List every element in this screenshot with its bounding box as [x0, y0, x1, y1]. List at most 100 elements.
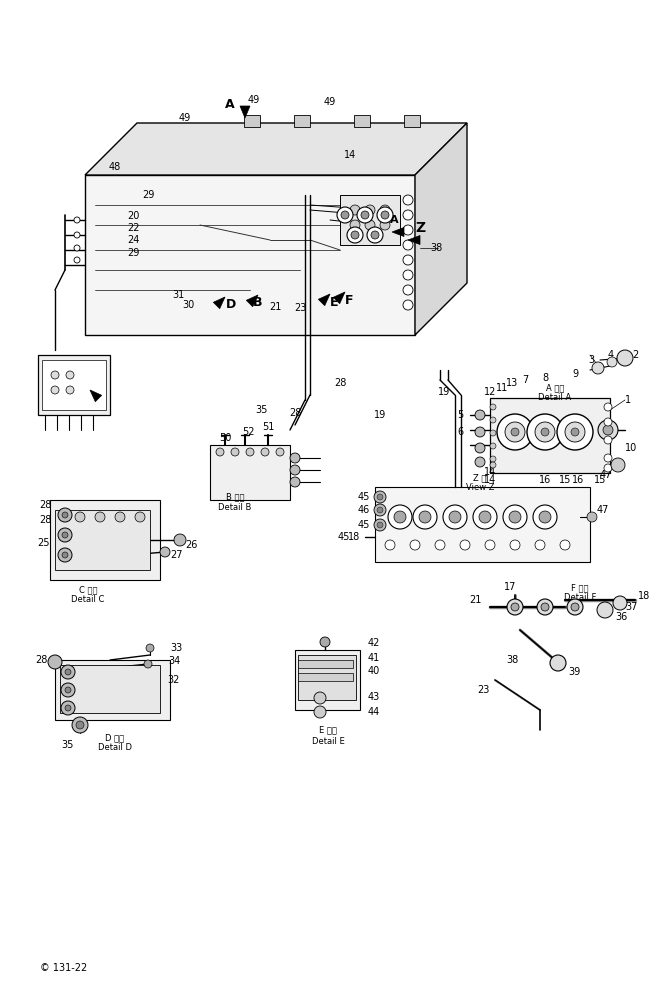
Circle shape: [507, 599, 523, 615]
Text: 49: 49: [179, 113, 191, 123]
Circle shape: [403, 195, 413, 205]
Circle shape: [560, 540, 570, 550]
Circle shape: [604, 403, 612, 411]
Circle shape: [61, 683, 75, 697]
Circle shape: [62, 512, 68, 518]
Text: 46: 46: [357, 505, 370, 515]
Circle shape: [377, 507, 383, 513]
Text: 14: 14: [344, 150, 356, 160]
Circle shape: [365, 205, 375, 215]
Text: 41: 41: [368, 653, 380, 663]
Text: 49: 49: [248, 95, 260, 105]
Circle shape: [592, 362, 604, 374]
Bar: [294, 115, 310, 127]
Polygon shape: [246, 295, 258, 307]
Circle shape: [419, 511, 431, 523]
Text: 15: 15: [594, 475, 606, 485]
Text: 18: 18: [638, 591, 650, 601]
Circle shape: [511, 428, 519, 436]
Text: 37: 37: [625, 602, 638, 612]
Circle shape: [48, 655, 62, 669]
Circle shape: [381, 211, 389, 219]
Circle shape: [374, 504, 386, 516]
Circle shape: [371, 231, 379, 239]
Text: 47: 47: [597, 505, 610, 515]
Circle shape: [74, 245, 80, 251]
Circle shape: [604, 464, 612, 472]
Circle shape: [541, 428, 549, 436]
Circle shape: [115, 512, 125, 522]
Text: 2: 2: [632, 350, 638, 360]
Text: 22: 22: [128, 223, 140, 233]
Text: 9: 9: [572, 369, 578, 379]
Circle shape: [510, 540, 520, 550]
Circle shape: [290, 465, 300, 475]
Bar: [354, 115, 370, 127]
Bar: [298, 655, 356, 700]
Text: 20: 20: [128, 211, 140, 221]
Text: 17: 17: [504, 582, 516, 592]
Text: 5: 5: [457, 410, 463, 420]
Circle shape: [314, 692, 326, 704]
Circle shape: [490, 443, 496, 449]
Text: 27: 27: [170, 550, 183, 560]
Circle shape: [535, 540, 545, 550]
Circle shape: [51, 371, 59, 379]
Bar: [55, 510, 150, 570]
Text: B 詳細: B 詳細: [226, 492, 244, 502]
Text: Detail A: Detail A: [538, 392, 571, 402]
Circle shape: [611, 458, 625, 472]
Text: 11: 11: [496, 383, 508, 393]
Text: 43: 43: [368, 692, 380, 702]
Text: 15: 15: [559, 475, 571, 485]
Circle shape: [320, 637, 330, 647]
Circle shape: [388, 505, 412, 529]
Circle shape: [65, 687, 71, 693]
Text: Z 橋: Z 橋: [473, 473, 487, 482]
Text: B: B: [254, 296, 263, 310]
Circle shape: [61, 701, 75, 715]
Circle shape: [604, 418, 612, 426]
Circle shape: [75, 512, 85, 522]
Circle shape: [613, 596, 627, 610]
Text: 19: 19: [438, 387, 450, 397]
Circle shape: [65, 705, 71, 711]
Text: 50: 50: [219, 433, 231, 443]
Circle shape: [246, 448, 254, 456]
Circle shape: [135, 512, 145, 522]
Text: 28: 28: [40, 500, 52, 510]
Circle shape: [377, 207, 393, 223]
Polygon shape: [415, 123, 467, 335]
Circle shape: [449, 511, 461, 523]
Circle shape: [505, 422, 525, 442]
Circle shape: [174, 534, 186, 546]
Circle shape: [539, 511, 551, 523]
Text: 51: 51: [261, 422, 274, 432]
Circle shape: [347, 227, 363, 243]
Text: 32: 32: [167, 675, 179, 685]
Circle shape: [604, 454, 612, 462]
Text: 26: 26: [185, 540, 197, 550]
Circle shape: [66, 386, 74, 394]
Circle shape: [533, 505, 557, 529]
Bar: [42, 360, 106, 410]
Circle shape: [475, 443, 485, 453]
Text: A 詳細: A 詳細: [545, 383, 564, 392]
Circle shape: [357, 207, 373, 223]
Text: 34: 34: [168, 656, 180, 666]
Circle shape: [350, 220, 360, 230]
Text: A: A: [390, 215, 399, 225]
Circle shape: [557, 414, 593, 450]
Text: 36: 36: [615, 612, 628, 622]
Text: 45: 45: [357, 492, 370, 502]
Text: 3: 3: [588, 355, 594, 365]
Polygon shape: [334, 292, 345, 304]
Circle shape: [475, 427, 485, 437]
Bar: [38, 355, 110, 415]
Circle shape: [490, 430, 496, 436]
Text: 45: 45: [338, 532, 350, 542]
Text: 13: 13: [506, 378, 518, 388]
Bar: [375, 487, 590, 562]
Bar: [298, 660, 353, 668]
Circle shape: [337, 207, 353, 223]
